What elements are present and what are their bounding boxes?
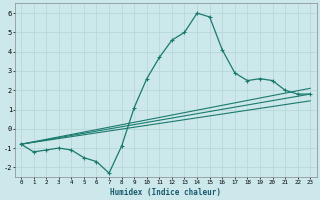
X-axis label: Humidex (Indice chaleur): Humidex (Indice chaleur) bbox=[110, 188, 221, 197]
